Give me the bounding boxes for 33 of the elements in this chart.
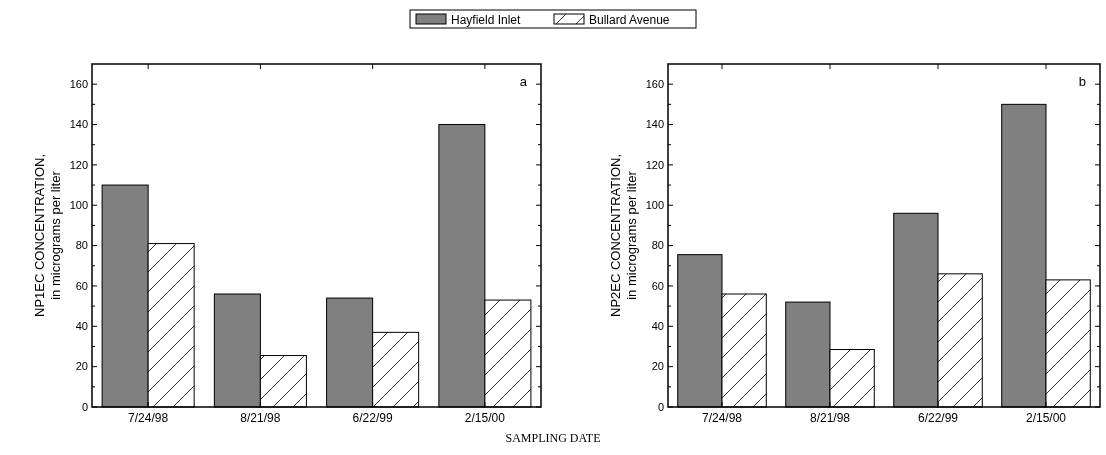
y-tick-label: 80 bbox=[75, 239, 88, 252]
y-tick-label: 100 bbox=[645, 199, 664, 212]
y-tick-label: 140 bbox=[69, 118, 88, 131]
legend-label: Hayfield Inlet bbox=[451, 12, 522, 27]
y-tick-label: 100 bbox=[69, 199, 88, 212]
y-axis-title: NP2EC CONCENTRATION, in micrograms per liter bbox=[608, 154, 639, 317]
y-tick-label: 120 bbox=[645, 158, 664, 171]
y-tick-label: 40 bbox=[651, 320, 664, 333]
x-tick-label: 6/22/99 bbox=[917, 411, 959, 425]
y-tick-label: 160 bbox=[69, 78, 88, 91]
y-tick-label: 160 bbox=[645, 78, 664, 91]
y-tick-label: 60 bbox=[651, 279, 664, 292]
x-tick-label: 8/21/98 bbox=[809, 411, 851, 425]
x-tick-label: 7/24/98 bbox=[701, 411, 743, 425]
x-tick-label: 2/15/00 bbox=[464, 411, 506, 425]
y-tick-label: 140 bbox=[645, 118, 664, 131]
y-tick-label: 80 bbox=[651, 239, 664, 252]
y-tick-label: 20 bbox=[75, 360, 88, 373]
y-tick-label: 20 bbox=[651, 360, 664, 373]
x-tick-label: 6/22/99 bbox=[352, 411, 393, 425]
y-tick-label: 60 bbox=[75, 279, 88, 292]
y-axis-title: NP1EC CONCENTRATION, in micrograms per liter bbox=[32, 154, 63, 317]
y-tick-label: 40 bbox=[75, 320, 88, 333]
y-tick-label: 0 bbox=[81, 400, 88, 413]
x-tick-label: 8/21/98 bbox=[240, 411, 281, 425]
legend-label: Bullard Avenue bbox=[589, 12, 670, 27]
x-axis-title: SAMPLING DATE bbox=[505, 431, 601, 445]
y-tick-label: 0 bbox=[657, 400, 664, 413]
x-tick-label: 2/15/00 bbox=[1025, 411, 1067, 425]
x-tick-label: 7/24/98 bbox=[128, 411, 169, 425]
annotation: b bbox=[1078, 74, 1086, 89]
y-tick-label: 120 bbox=[69, 158, 88, 171]
annotation: a bbox=[519, 74, 528, 89]
